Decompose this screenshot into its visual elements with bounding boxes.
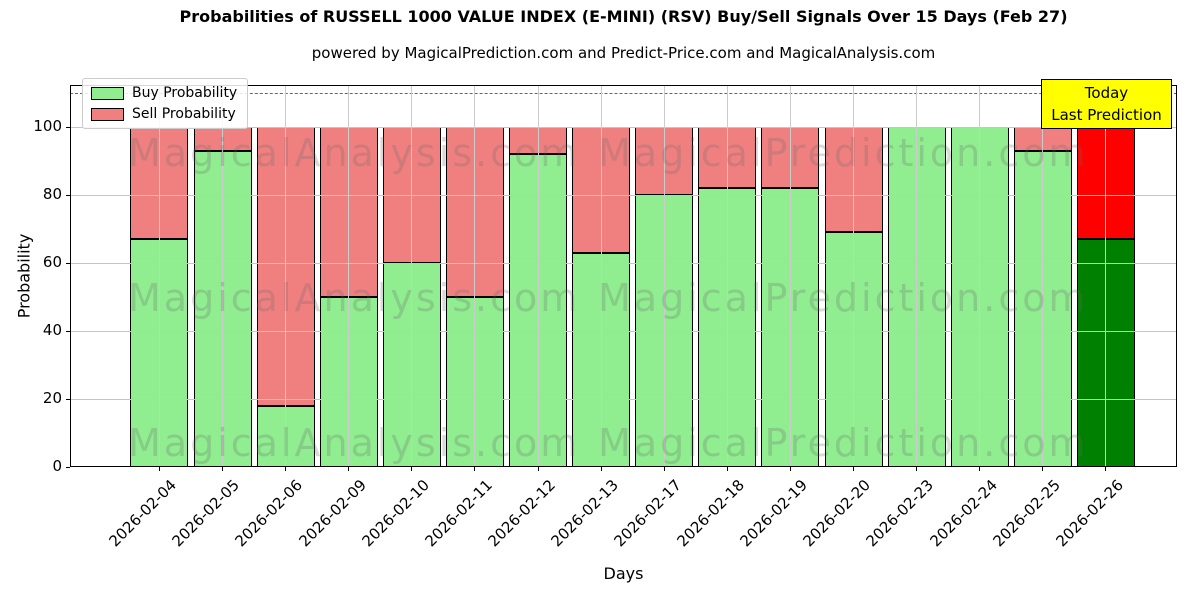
x-gridline xyxy=(726,85,728,467)
legend-label-sell: Sell Probability xyxy=(132,106,236,122)
x-tick xyxy=(853,467,854,471)
x-tick xyxy=(348,467,350,471)
x-tick xyxy=(979,467,981,471)
x-gridline xyxy=(663,85,665,467)
x-tick-label: 2026-02-04 xyxy=(105,476,181,551)
x-tick-label: 2026-02-20 xyxy=(799,476,875,551)
x-tick xyxy=(158,467,160,471)
x-tick xyxy=(1105,467,1107,471)
x-tick xyxy=(916,467,918,471)
y-tick-label: 40 xyxy=(42,321,62,339)
x-tick-label: 2026-02-13 xyxy=(547,476,622,551)
watermark-text: MagicalPrediction.com xyxy=(598,421,1089,465)
x-tick xyxy=(789,467,791,471)
chart-title: Probabilities of RUSSELL 1000 VALUE INDE… xyxy=(179,7,1068,26)
x-gridline xyxy=(222,85,223,467)
y-tick-label: 100 xyxy=(33,117,62,135)
x-tick-label: 2026-02-11 xyxy=(421,476,496,551)
y-tick-label: 20 xyxy=(42,389,62,407)
x-tick xyxy=(222,467,223,471)
x-tick xyxy=(726,467,728,471)
x-gridline xyxy=(853,85,854,467)
buy-swatch-icon xyxy=(91,86,124,100)
x-tick xyxy=(1042,467,1044,471)
x-gridline xyxy=(1105,85,1107,467)
x-tick-label: 2026-02-26 xyxy=(1052,476,1127,551)
x-gridline xyxy=(600,85,602,467)
y-tick-label: 60 xyxy=(42,253,62,271)
y-tick xyxy=(66,126,70,128)
watermark-text: MagicalPrediction.com xyxy=(598,276,1089,320)
y-axis-label: Probability xyxy=(14,233,34,319)
y-tick xyxy=(66,194,70,196)
x-tick-label: 2026-02-06 xyxy=(231,476,307,551)
x-gridline xyxy=(348,85,350,467)
x-gridline xyxy=(1042,85,1044,467)
x-tick-label: 2026-02-12 xyxy=(484,476,559,551)
watermark-text: MagicalAnalysis.com xyxy=(128,131,581,175)
x-gridline xyxy=(916,85,918,467)
legend: Buy Probability Sell Probability xyxy=(82,78,249,129)
today-annotation-line2: Last Prediction xyxy=(1051,106,1162,124)
today-annotation: Today Last Prediction xyxy=(1041,79,1172,129)
x-tick-label: 2026-02-24 xyxy=(926,476,1001,551)
x-tick-label: 2026-02-09 xyxy=(295,476,370,551)
x-tick xyxy=(663,467,665,471)
x-gridline xyxy=(537,85,539,467)
legend-item-buy: Buy Probability xyxy=(91,85,237,101)
x-axis-label: Days xyxy=(603,564,644,583)
y-gridline xyxy=(70,262,1177,264)
x-gridline xyxy=(979,85,981,467)
y-tick xyxy=(66,330,70,332)
y-tick xyxy=(66,262,70,264)
x-tick xyxy=(474,467,476,471)
x-tick xyxy=(285,467,287,471)
watermark-text: MagicalAnalysis.com xyxy=(128,421,581,465)
x-gridline xyxy=(285,85,287,467)
x-tick-label: 2026-02-18 xyxy=(673,476,749,551)
watermark-text: MagicalAnalysis.com xyxy=(128,276,581,320)
x-tick-label: 2026-02-23 xyxy=(862,476,938,551)
y-tick-label: 0 xyxy=(52,457,62,475)
y-gridline xyxy=(70,330,1177,332)
x-tick xyxy=(411,467,413,471)
x-tick-label: 2026-02-17 xyxy=(610,476,685,551)
legend-item-sell: Sell Probability xyxy=(91,106,237,122)
sell-swatch-icon xyxy=(91,107,124,121)
x-gridline xyxy=(411,85,413,467)
today-annotation-line1: Today xyxy=(1084,83,1129,102)
x-gridline xyxy=(789,85,791,467)
y-gridline xyxy=(70,194,1177,196)
watermark-text: MagicalPrediction.com xyxy=(598,131,1089,175)
y-gridline xyxy=(70,126,1177,128)
legend-label-buy: Buy Probability xyxy=(132,85,238,101)
y-tick xyxy=(66,398,70,400)
y-tick-label: 80 xyxy=(42,185,62,203)
x-tick xyxy=(600,467,602,471)
y-tick xyxy=(66,466,70,468)
x-tick-label: 2026-02-05 xyxy=(168,476,244,551)
y-gridline xyxy=(70,398,1177,400)
dashed-threshold-line xyxy=(70,93,1177,94)
x-gridline xyxy=(474,85,476,467)
x-tick-label: 2026-02-19 xyxy=(736,476,812,551)
x-gridline xyxy=(158,85,160,467)
x-tick xyxy=(537,467,539,471)
chart-subtitle: powered by MagicalPrediction.com and Pre… xyxy=(311,44,936,62)
